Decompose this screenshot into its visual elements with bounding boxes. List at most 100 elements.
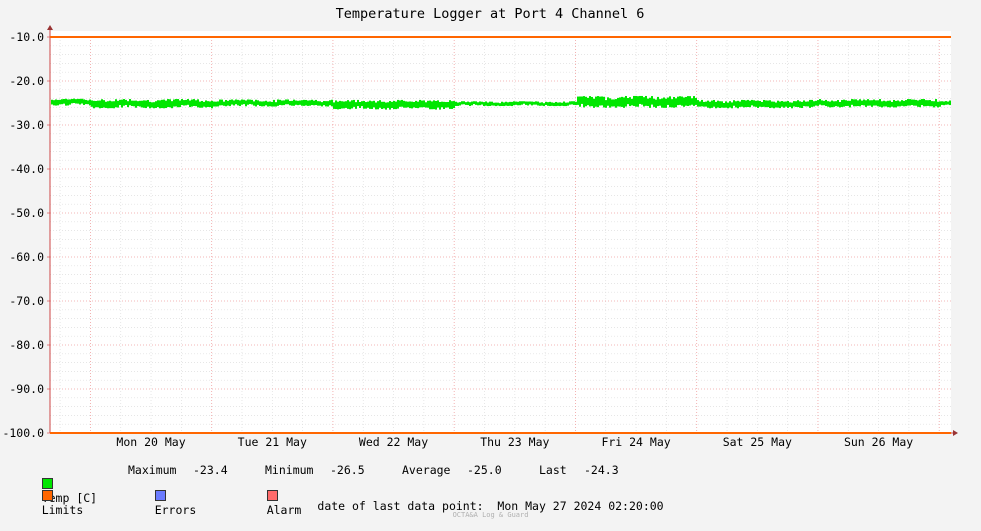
temp-bar — [501, 101, 503, 106]
temp-bar — [867, 99, 869, 106]
temp-bar — [535, 101, 537, 105]
temp-bar — [121, 99, 123, 108]
temp-bar — [497, 102, 499, 106]
temp-bar — [197, 99, 199, 108]
temp-bar — [909, 99, 911, 106]
temp-bar — [553, 102, 555, 107]
temp-bar — [359, 101, 361, 108]
temp-bar — [937, 101, 939, 108]
legend-limits: Limits — [14, 475, 83, 531]
temp-bar — [607, 97, 609, 106]
temp-bar — [285, 99, 287, 105]
temp-bar — [63, 98, 65, 104]
temp-bar — [721, 101, 723, 108]
temp-bar — [379, 100, 381, 108]
temp-bar — [401, 99, 403, 107]
temp-bar — [913, 99, 915, 106]
temp-bar — [361, 101, 363, 107]
stat-average-label: Average — [402, 463, 451, 477]
x-tick-label: Fri 24 May — [601, 435, 670, 449]
temp-bar — [225, 99, 227, 107]
temp-bar — [793, 101, 795, 107]
temp-bar — [465, 102, 467, 105]
temp-bar — [525, 101, 527, 105]
temp-bar — [319, 101, 321, 106]
y-tick-label: -100.0 — [2, 426, 44, 440]
temp-bar — [871, 100, 873, 107]
temp-bar — [145, 100, 147, 109]
temp-bar — [459, 102, 461, 106]
temp-bar — [289, 100, 291, 106]
temp-bar — [863, 99, 865, 106]
temp-bar — [367, 101, 369, 108]
temp-bar — [529, 101, 531, 105]
temp-bar — [815, 100, 817, 106]
temp-bar — [719, 101, 721, 109]
temp-bar — [611, 99, 613, 107]
x-tick-label: Thu 23 May — [480, 435, 549, 449]
temp-bar — [445, 102, 447, 108]
last-data-value: Mon May 27 2024 02:20:00 — [497, 499, 664, 513]
temp-bar — [241, 99, 243, 105]
temp-bar — [149, 101, 151, 109]
temp-bar — [189, 100, 191, 108]
temp-bar — [699, 101, 701, 107]
temp-bar — [313, 100, 315, 106]
temp-bar — [161, 99, 163, 109]
temp-bar — [673, 97, 675, 108]
temp-bar — [93, 100, 95, 109]
temp-bar — [117, 100, 119, 108]
y-tick-label: -30.0 — [9, 118, 44, 132]
temp-bar — [343, 101, 345, 109]
temp-bar — [311, 99, 313, 105]
temp-bar — [903, 100, 905, 107]
temp-bar — [477, 102, 479, 106]
temp-bar — [179, 100, 181, 108]
temp-bar — [157, 100, 159, 108]
legend-limits-swatch — [41, 490, 53, 501]
temp-bar — [703, 101, 705, 107]
temp-bar — [259, 101, 261, 106]
temp-bar — [733, 100, 735, 106]
temp-bar — [531, 101, 533, 106]
temp-bar — [327, 101, 329, 107]
temp-bar — [613, 99, 615, 107]
temp-bar — [457, 102, 459, 106]
temp-bar — [105, 101, 107, 108]
chart-title: Temperature Logger at Port 4 Channel 6 — [336, 6, 645, 22]
temp-bar — [887, 100, 889, 108]
temp-bar — [181, 99, 183, 106]
temp-bar — [569, 101, 571, 105]
temp-bar — [705, 101, 707, 107]
temp-bar — [587, 97, 589, 106]
temp-bar — [653, 98, 655, 107]
temp-bar — [123, 99, 125, 106]
temp-bar — [309, 100, 311, 106]
stat-last-label: Last — [539, 463, 567, 477]
temp-bar — [245, 100, 247, 107]
temp-bar — [237, 99, 239, 106]
temp-bar — [767, 100, 769, 108]
temp-bar — [305, 99, 307, 106]
temp-bar — [655, 99, 657, 108]
temp-bar — [389, 101, 391, 110]
temp-bar — [455, 101, 457, 106]
temp-bar — [623, 97, 625, 108]
temp-bar — [363, 101, 365, 109]
temp-bar — [139, 100, 141, 107]
temp-bar — [345, 101, 347, 108]
temp-bar — [425, 102, 427, 108]
temp-bar — [365, 102, 367, 109]
temp-bar — [475, 101, 477, 105]
legend-errors-swatch — [154, 490, 166, 501]
temp-bar — [511, 101, 513, 107]
temp-bar — [489, 101, 491, 107]
temp-bar — [601, 96, 603, 106]
temp-bar — [167, 99, 169, 108]
temp-bar — [413, 101, 415, 108]
temp-bar — [835, 101, 837, 107]
temp-bar — [369, 100, 371, 109]
temp-bar — [707, 100, 709, 108]
temp-bar — [233, 100, 235, 106]
